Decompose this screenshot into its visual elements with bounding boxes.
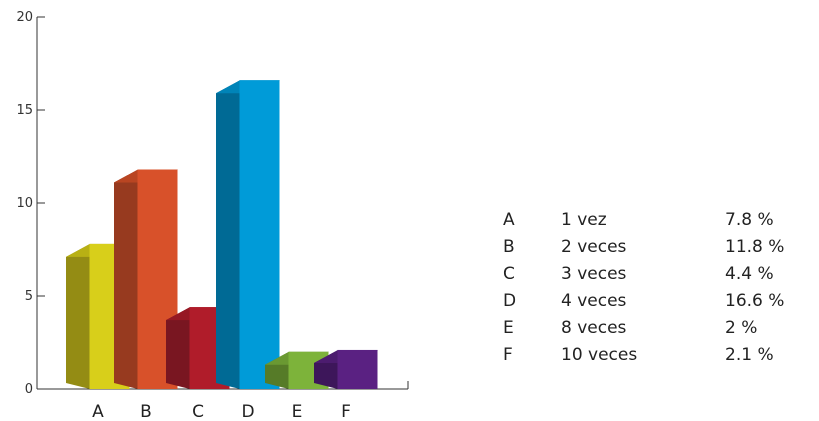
legend-code: F (503, 344, 513, 365)
legend-desc: 10 veces (561, 344, 638, 365)
legend-code: E (503, 317, 514, 338)
legend-row: E 8 veces 2 % (503, 314, 815, 341)
bar-b (114, 169, 178, 389)
x-tick-label: C (192, 402, 204, 421)
legend-pct: 7.8 % (725, 209, 774, 230)
chart-labels: 0 5 10 15 20 A B C D E F (16, 10, 350, 421)
legend-pct: 16.6 % (725, 290, 785, 311)
bar-d (216, 80, 280, 390)
x-tick-label: A (92, 402, 104, 421)
bar-front-face (337, 349, 378, 389)
bar-f (314, 349, 378, 389)
bar-side-face (114, 169, 138, 389)
x-tick-label: D (241, 402, 254, 421)
legend-row: D 4 veces 16.6 % (503, 287, 815, 314)
bar-side-face (166, 307, 190, 389)
legend-pct: 2 % (725, 317, 758, 338)
legend-code: A (503, 209, 515, 230)
y-tick-label: 5 (25, 289, 33, 304)
bar-front-face (239, 80, 280, 390)
legend-desc: 8 veces (561, 317, 627, 338)
legend-row: F 10 veces 2.1 % (503, 341, 815, 368)
x-tick-label: F (341, 402, 351, 421)
chart-bars (66, 80, 378, 390)
legend-desc: 2 veces (561, 236, 627, 257)
legend-pct: 11.8 % (725, 236, 785, 257)
legend-code: B (503, 236, 515, 257)
legend-pct: 4.4 % (725, 263, 774, 284)
legend-row: B 2 veces 11.8 % (503, 233, 815, 260)
legend-row: A 1 vez 7.8 % (503, 206, 815, 233)
legend-code: C (503, 263, 515, 284)
legend-pct: 2.1 % (725, 344, 774, 365)
data-legend: A 1 vez 7.8 % B 2 veces 11.8 % C 3 veces 4.4 % D 4… (503, 206, 815, 368)
legend-code: D (503, 290, 517, 311)
legend-row: C 3 veces 4.4 % (503, 260, 815, 287)
y-tick-label: 20 (16, 10, 33, 25)
y-tick-label: 0 (25, 382, 33, 397)
legend-desc: 1 vez (561, 209, 607, 230)
x-tick-label: E (292, 402, 303, 421)
legend-desc: 4 veces (561, 290, 627, 311)
bar-side-face (66, 243, 90, 389)
x-tick-label: B (140, 402, 152, 421)
y-tick-label: 10 (16, 196, 33, 211)
bar-side-face (216, 80, 240, 390)
y-tick-label: 15 (16, 103, 33, 118)
legend-desc: 3 veces (561, 263, 627, 284)
bar-e (265, 351, 329, 389)
